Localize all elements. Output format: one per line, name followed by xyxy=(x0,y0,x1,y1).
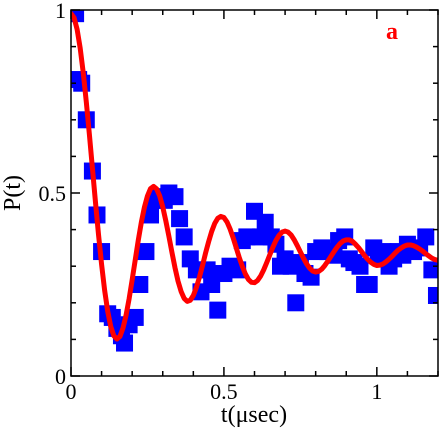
scatter-point-35 xyxy=(238,228,256,246)
scatter-point-24 xyxy=(175,228,193,246)
x-axis-label: t(μsec) xyxy=(221,402,287,428)
scatter-point-23 xyxy=(171,210,189,228)
scatter-point-56 xyxy=(351,257,369,275)
scatter-point-16 xyxy=(137,243,155,261)
plot-area xyxy=(71,10,438,352)
scatter-point-22 xyxy=(166,188,184,206)
x-tick-label: 0 xyxy=(66,379,77,404)
x-tick-label: 0.5 xyxy=(210,379,238,404)
scatter-point-17 xyxy=(142,206,160,224)
scatter-point-38 xyxy=(256,213,274,231)
y-tick-label: 0.5 xyxy=(39,181,67,206)
y-tick-label: 0 xyxy=(55,364,66,389)
y-tick-label: 1 xyxy=(55,0,66,23)
fit-curve xyxy=(71,11,438,342)
axes: 0 0.5 1 0 0.5 1 xyxy=(39,0,439,404)
scatter-point-15 xyxy=(131,276,149,293)
scatter-point-30 xyxy=(209,301,227,319)
x-tick-label: 1 xyxy=(371,379,382,404)
scatter-point-71 xyxy=(427,286,438,304)
scatter-point-14 xyxy=(126,308,144,326)
scatter-point-69 xyxy=(417,228,435,246)
panel-label: a xyxy=(386,19,398,45)
scatter-point-58 xyxy=(360,276,378,293)
y-axis-label: P(t) xyxy=(0,175,26,211)
scatter-point-44 xyxy=(287,294,305,312)
